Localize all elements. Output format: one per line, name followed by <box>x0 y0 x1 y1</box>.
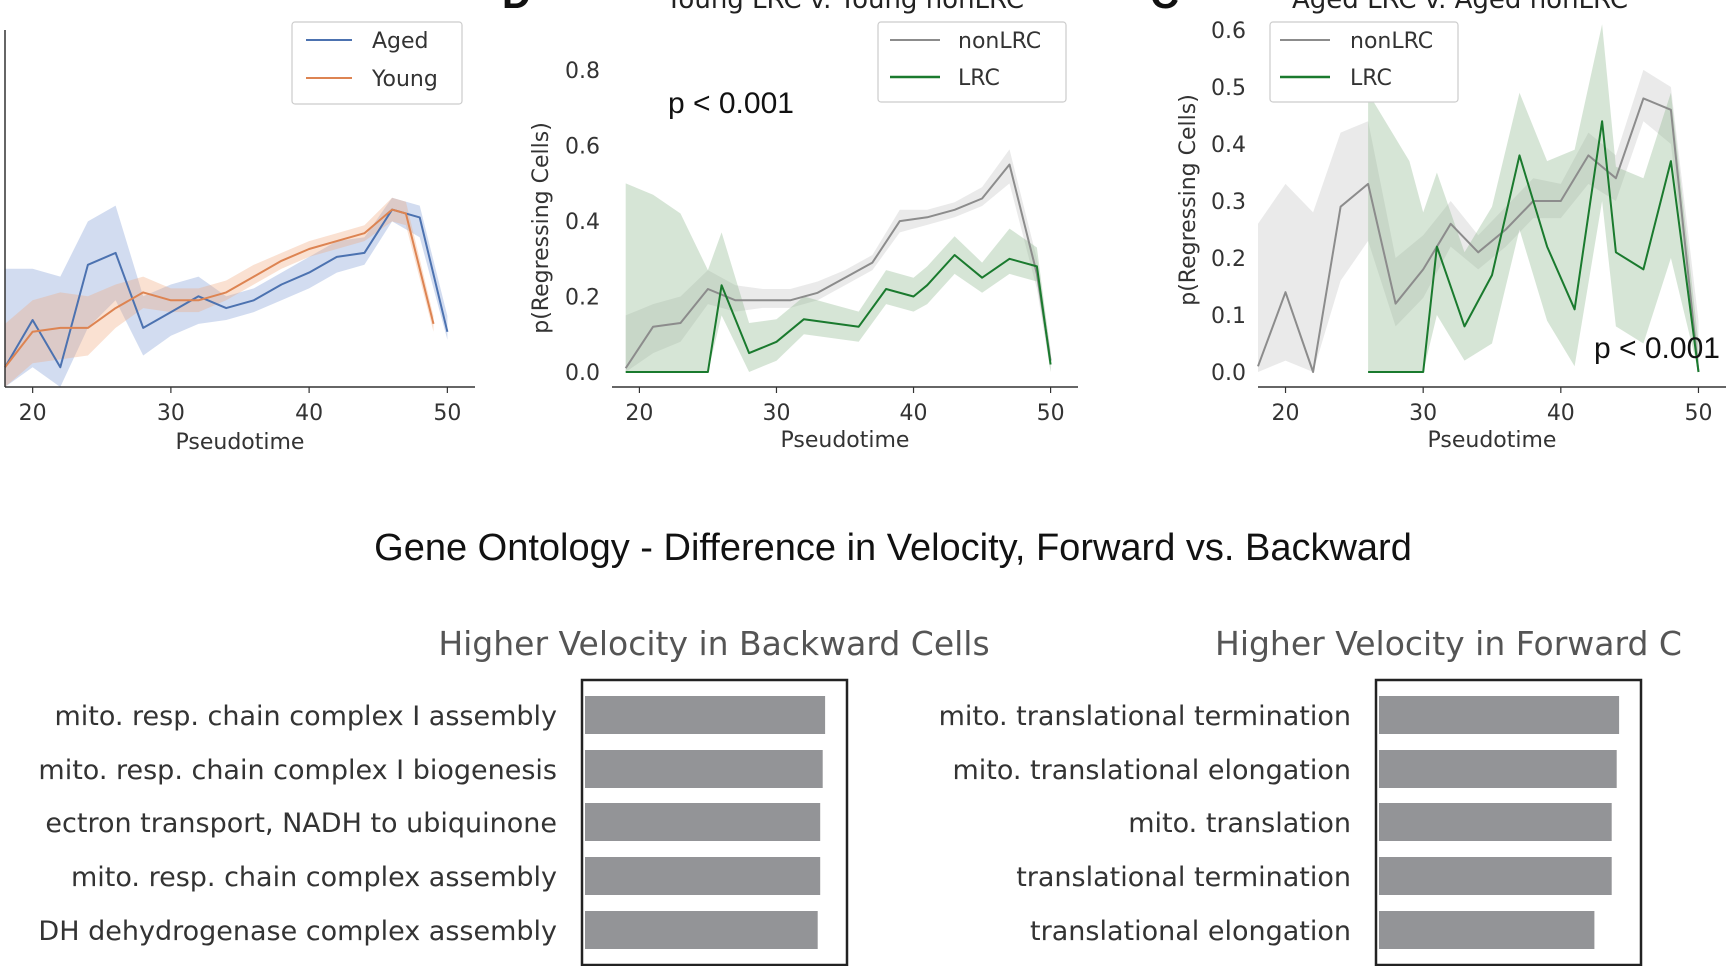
bar <box>585 696 826 734</box>
aged-young-line-chart: 20 30 40 50 Pseudotime Aged Young <box>4 21 475 455</box>
series-line-nonlrc <box>1257 97 1700 373</box>
series-line-lrc <box>625 254 1052 373</box>
panel-letter-c: C <box>1150 0 1179 17</box>
x-tick-label: 40 <box>900 401 928 426</box>
x-tick-label: 50 <box>433 401 461 426</box>
bar <box>1379 696 1620 734</box>
y-tick-label: 0.2 <box>565 286 600 311</box>
x-tick-label: 20 <box>19 401 47 426</box>
x-tick-label: 20 <box>1272 401 1300 426</box>
series-line-aged <box>4 208 449 369</box>
bar <box>585 911 818 949</box>
legend-label-lrc: LRC <box>958 66 1000 91</box>
legend: nonLRC LRC <box>1269 21 1459 103</box>
chart-title: Aged LRC v. Aged nonLRC <box>1292 0 1628 15</box>
x-axis-label: Pseudotime <box>176 430 305 455</box>
legend-label-young: Young <box>371 67 438 92</box>
figure-title: Gene Ontology - Difference in Velocity, … <box>374 527 1412 569</box>
series-line-lrc <box>1368 120 1700 373</box>
bar <box>1379 750 1617 788</box>
x-tick-label: 40 <box>1547 401 1575 426</box>
chart-title: Young LRC v. Young nonLRC <box>665 0 1024 15</box>
legend-label-aged: Aged <box>372 29 429 54</box>
y-axis-label: p(Regressing Cells) <box>1176 94 1201 306</box>
confidence-band-lrc <box>625 183 1051 372</box>
x-tick-label: 30 <box>1409 401 1437 426</box>
bar-category-label: mito. resp. chain complex I biogenesis <box>38 755 557 786</box>
bar-category-label: mito. translational termination <box>939 701 1351 732</box>
backward-velocity-bar-chart: Higher Velocity in Backward Cells mito. … <box>38 624 990 966</box>
panel-letter-d: D <box>502 0 531 17</box>
bar <box>1379 803 1612 841</box>
x-tick-label: 50 <box>1684 401 1712 426</box>
young-lrc-line-chart: D Young LRC v. Young nonLRC 20 30 40 50 0.0… <box>502 0 1078 453</box>
y-tick-label: 0.2 <box>1211 247 1246 272</box>
legend-label-nonlrc: nonLRC <box>958 29 1041 54</box>
bar-category-label: mito. resp. chain complex I assembly <box>54 701 557 732</box>
bar-category-label: DH dehydrogenase complex assembly <box>38 916 557 947</box>
x-tick-label: 50 <box>1037 401 1065 426</box>
legend-label-nonlrc: nonLRC <box>1350 29 1433 54</box>
y-tick-label: 0.1 <box>1211 304 1246 329</box>
p-value-annotation: p < 0.001 <box>1594 332 1720 365</box>
y-tick-label: 0.4 <box>565 210 600 235</box>
y-tick-label: 0.5 <box>1211 76 1246 101</box>
bar-chart-title: Higher Velocity in Forward C <box>1215 624 1682 663</box>
bar <box>1379 911 1595 949</box>
legend-label-lrc: LRC <box>1350 66 1392 91</box>
bar-category-label: mito. resp. chain complex assembly <box>71 862 557 893</box>
forward-velocity-bar-chart: Higher Velocity in Forward C mito. trans… <box>939 624 1682 966</box>
y-tick-label: 0.4 <box>1211 133 1246 158</box>
bar-chart-frame <box>1374 678 1643 966</box>
y-tick-label: 0.0 <box>565 361 600 386</box>
x-axis-label: Pseudotime <box>1428 428 1557 453</box>
y-axis-label: p(Regressing Cells) <box>529 122 554 334</box>
bar <box>585 803 821 841</box>
confidence-band-nonlrc <box>1258 69 1699 373</box>
x-tick-label: 40 <box>295 401 323 426</box>
bar <box>1379 857 1612 895</box>
p-value-annotation: p < 0.001 <box>668 87 794 120</box>
bar-category-label: translational termination <box>1016 862 1351 893</box>
confidence-band-aged <box>5 197 448 387</box>
bar-chart-frame <box>580 678 849 966</box>
series-line-nonlrc <box>624 163 1052 369</box>
aged-lrc-line-chart: C Aged LRC v. Aged nonLRC 20 30 40 50 0.0 0.… <box>1150 0 1726 453</box>
bar <box>585 750 823 788</box>
y-tick-label: 0.6 <box>1211 19 1246 44</box>
x-tick-label: 20 <box>625 401 653 426</box>
legend: nonLRC LRC <box>877 21 1067 103</box>
bar-chart-title: Higher Velocity in Backward Cells <box>438 624 989 663</box>
x-axis-label: Pseudotime <box>781 428 910 453</box>
confidence-band-nonlrc <box>625 149 1051 372</box>
x-tick-label: 30 <box>762 401 790 426</box>
y-tick-label: 0.8 <box>565 59 600 84</box>
series-line-young <box>4 208 435 368</box>
y-tick-label: 0.6 <box>565 135 600 160</box>
bar-category-label: translational elongation <box>1030 916 1351 947</box>
y-tick-label: 0.3 <box>1211 190 1246 215</box>
x-tick-label: 30 <box>157 401 185 426</box>
legend: Aged Young <box>291 21 463 105</box>
y-tick-label: 0.0 <box>1211 361 1246 386</box>
bar-category-label: mito. translation <box>1128 808 1351 839</box>
bar-category-label: mito. translational elongation <box>952 755 1351 786</box>
bar <box>585 857 821 895</box>
bar-category-label: ectron transport, NADH to ubiquinone <box>45 808 557 839</box>
